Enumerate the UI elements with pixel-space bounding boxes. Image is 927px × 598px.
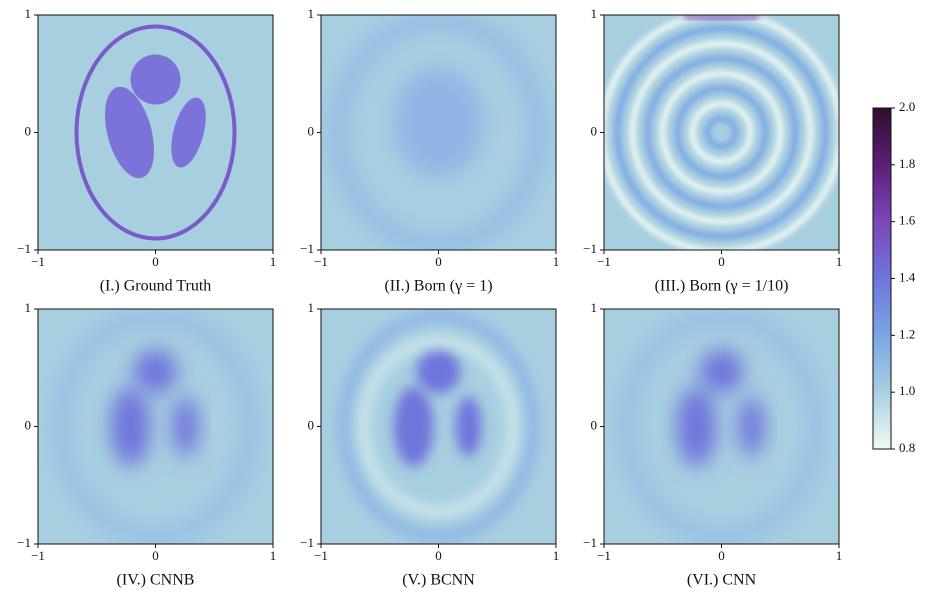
x-tick-label: 1 [553, 548, 560, 563]
image-bg [604, 309, 839, 544]
colorbar-tick-label: 2.0 [899, 99, 915, 114]
image [604, 309, 839, 544]
image-bg [38, 309, 273, 544]
image [321, 15, 556, 250]
blur-ring [620, 310, 823, 543]
x-tick-label: −1 [31, 254, 45, 269]
x-tick-label: 0 [152, 254, 159, 269]
colorbar-tick-label: 1.8 [899, 156, 915, 171]
y-tick-label: 1 [25, 300, 32, 315]
y-tick-label: 0 [591, 417, 598, 432]
x-tick-label: −1 [31, 548, 45, 563]
panel-title: (I.) Ground Truth [100, 278, 212, 295]
noise-band [359, 337, 518, 516]
y-tick-label: −1 [300, 535, 314, 550]
ripple [629, 40, 814, 225]
ripple [644, 55, 799, 210]
y-tick-label: −1 [300, 241, 314, 256]
y-tick-label: 0 [308, 417, 315, 432]
blur-blob [393, 67, 484, 178]
y-tick-label: −1 [583, 241, 597, 256]
colorbar-tick-label: 0.8 [899, 440, 915, 455]
y-tick-label: 0 [591, 123, 598, 138]
y-tick-label: 0 [308, 123, 315, 138]
y-tick-label: −1 [17, 241, 31, 256]
y-tick-label: 1 [308, 6, 315, 21]
ripple [689, 100, 754, 165]
blur-blob [455, 396, 482, 457]
phantom-blob [105, 86, 154, 179]
y-tick-label: 1 [308, 300, 315, 315]
panel-title: (III.) Born (γ = 1/10) [655, 278, 789, 295]
x-tick-label: 0 [718, 254, 725, 269]
x-tick-label: 1 [836, 548, 843, 563]
panel-title: (IV.) CNNB [117, 572, 195, 589]
y-tick-label: 1 [591, 6, 598, 21]
phantom-shell [74, 24, 237, 241]
blur-blob [676, 386, 717, 467]
colorbar [872, 107, 892, 450]
blur-blob [393, 386, 434, 467]
y-tick-label: 0 [25, 123, 32, 138]
panel-title: (VI.) CNN [687, 572, 757, 589]
blur-ring [54, 310, 257, 543]
image [38, 15, 273, 250]
y-tick-label: −1 [17, 535, 31, 550]
phantom-blob [130, 54, 181, 105]
x-tick-label: 0 [435, 548, 442, 563]
x-tick-label: −1 [597, 254, 611, 269]
edge-band [684, 15, 759, 19]
y-tick-label: 1 [591, 300, 598, 315]
blur-blob [172, 396, 199, 457]
x-tick-label: 0 [435, 254, 442, 269]
x-tick-label: 1 [836, 254, 843, 269]
ripple [704, 115, 739, 150]
x-tick-label: 0 [152, 548, 159, 563]
image-bg [604, 15, 839, 250]
colorbar-tick-label: 1.0 [899, 383, 915, 398]
image-bg [38, 15, 273, 250]
x-tick-label: 1 [553, 254, 560, 269]
panel-title: (V.) BCNN [402, 572, 475, 589]
x-tick-label: 1 [270, 254, 277, 269]
x-tick-label: 0 [718, 548, 725, 563]
blur-blob [699, 349, 744, 394]
colorbar-tick-label: 1.6 [899, 213, 916, 228]
image [604, 15, 839, 250]
x-tick-label: 1 [270, 548, 277, 563]
blur-blob [416, 349, 461, 394]
image [321, 309, 556, 544]
blur-blob [110, 386, 151, 467]
y-tick-label: 1 [25, 6, 32, 21]
blur-ring [330, 15, 547, 250]
ripple [659, 70, 784, 195]
phantom-blob [171, 97, 206, 168]
image [38, 309, 273, 544]
blur-blob [133, 349, 178, 394]
panel-title: (II.) Born (γ = 1) [384, 278, 492, 295]
y-tick-label: −1 [583, 535, 597, 550]
y-tick-label: 0 [25, 417, 32, 432]
colorbar-tick-label: 1.2 [899, 326, 915, 341]
blur-blob [738, 396, 765, 457]
x-tick-label: −1 [314, 254, 328, 269]
colorbar-tick-label: 1.4 [899, 269, 916, 284]
x-tick-label: −1 [314, 548, 328, 563]
x-tick-label: −1 [597, 548, 611, 563]
blur-ring [337, 310, 540, 543]
ripple [614, 25, 829, 240]
ripple [674, 85, 769, 180]
